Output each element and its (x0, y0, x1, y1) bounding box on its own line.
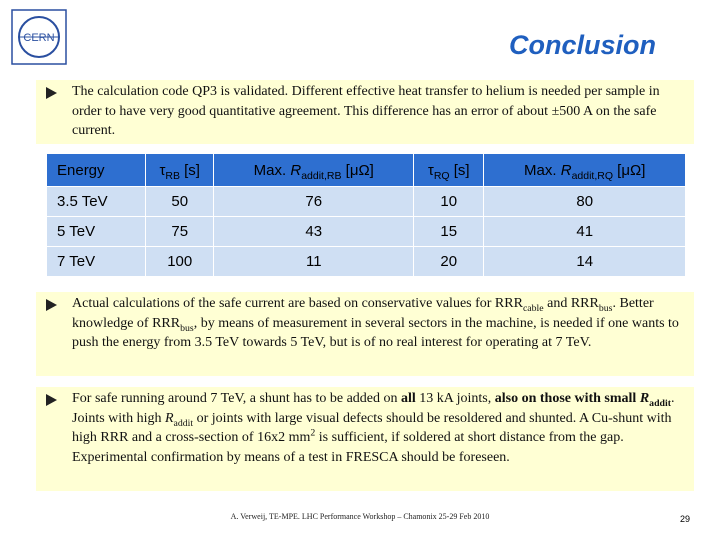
cell: 5 TeV (46, 216, 146, 247)
text-run: RB (165, 169, 180, 182)
text-run: τ (427, 161, 434, 179)
text-run: 2 (310, 427, 316, 439)
text-run: all (401, 391, 416, 406)
text-run: [s] (179, 161, 200, 179)
cell: 75 (144, 216, 215, 247)
header-cell: Max. Raddit,RB [μΩ] (213, 153, 415, 187)
page-number: 29 (679, 514, 690, 524)
text-run: or joints with large visual defects shou… (72, 410, 672, 446)
text-run: R (290, 161, 302, 179)
text-run: For safe running around 7 TeV, a shunt h… (72, 391, 401, 406)
text-run: also on those with small (494, 391, 640, 406)
cell: 7 TeV (46, 246, 146, 277)
cell: 10 (413, 186, 485, 217)
text-run: Max. (524, 161, 561, 179)
text-run: R (639, 391, 650, 406)
text-run: addit,RB (301, 169, 342, 182)
text-run: addit (649, 397, 671, 409)
text-run: addit,RQ (571, 169, 614, 182)
text-run: [s] (449, 161, 470, 179)
cell: 14 (483, 246, 686, 277)
bullet-text: Actual calculations of the safe current … (72, 294, 688, 353)
bullet-marker (46, 394, 57, 406)
header-cell: τRB [s] (144, 153, 215, 187)
table-row: 3.5 TeV 50 76 10 80 (46, 186, 686, 217)
logo-frame (11, 9, 67, 65)
cell: 15 (413, 216, 485, 247)
header-cell: Max. Raddit,RQ [μΩ] (483, 153, 686, 187)
logo: CERN (11, 9, 67, 65)
footer: A. Verweij, TE-MPE. LHC Performance Work… (230, 512, 490, 521)
cell: 43 (213, 216, 415, 247)
cell: 41 (483, 216, 686, 247)
bullet-marker (46, 87, 57, 99)
table: Energy τRB [s] Max. Raddit,RB [μΩ] τRQ [s] M… (46, 153, 686, 277)
text-run: 13 kA joints, (415, 391, 495, 406)
cell: 50 (144, 186, 215, 217)
cell: 3.5 TeV (46, 186, 146, 217)
bullet: The calculation code QP3 is validated. D… (36, 80, 694, 144)
text-run: is sufficient, if soldered at short dist… (72, 430, 624, 465)
text-run: cable (522, 302, 544, 314)
table-row: 7 TeV 100 11 20 14 (46, 246, 686, 277)
table-header: Energy τRB [s] Max. Raddit,RB [μΩ] τRQ [s] M… (46, 153, 686, 187)
text-run: Energy (57, 161, 105, 179)
table-body: 3.5 TeV 50 76 10 80 5 TeV 75 43 15 41 7 TeV 100 11 20… (46, 186, 686, 277)
text-run: Max. (253, 161, 291, 179)
text-run: . Joints with high (72, 391, 675, 426)
bullet-text: The calculation code QP3 is validated. D… (72, 82, 688, 141)
cell: 100 (144, 246, 215, 277)
text-run: Actual calculations of the safe current … (72, 296, 523, 311)
text-run: , by means of measurement in several sec… (72, 315, 679, 351)
header-cell: Energy (46, 153, 146, 187)
text-run: R (560, 161, 572, 179)
text-run: [μΩ] (341, 161, 374, 179)
bullet: For safe running around 7 TeV, a shunt h… (36, 387, 694, 491)
bullet-text: For safe running around 7 TeV, a shunt h… (72, 389, 688, 467)
logo-text: CERN (23, 32, 54, 44)
cell: 76 (213, 186, 415, 217)
text-run: [μΩ] (613, 161, 646, 179)
bullet: Actual calculations of the safe current … (36, 292, 694, 376)
text-run: τ (159, 161, 166, 179)
text-run: . Better knowledge of RRR (72, 296, 654, 331)
text-run: bus (180, 322, 194, 334)
cell: 80 (483, 186, 686, 217)
header-cell: τRQ [s] (413, 153, 485, 187)
table-row: 5 TeV 75 43 15 41 (46, 216, 686, 247)
text-run: The calculation code QP3 is validated. D… (72, 84, 660, 138)
text-run: and RRR (543, 296, 599, 311)
text-run: R (164, 410, 174, 426)
cell: 20 (413, 246, 485, 277)
cell: 11 (213, 246, 415, 277)
text-run: bus (598, 302, 613, 314)
text-run: addit (173, 417, 194, 429)
text-run: RQ (433, 169, 450, 182)
bullet-marker (46, 299, 57, 311)
title: Conclusion (509, 30, 656, 60)
